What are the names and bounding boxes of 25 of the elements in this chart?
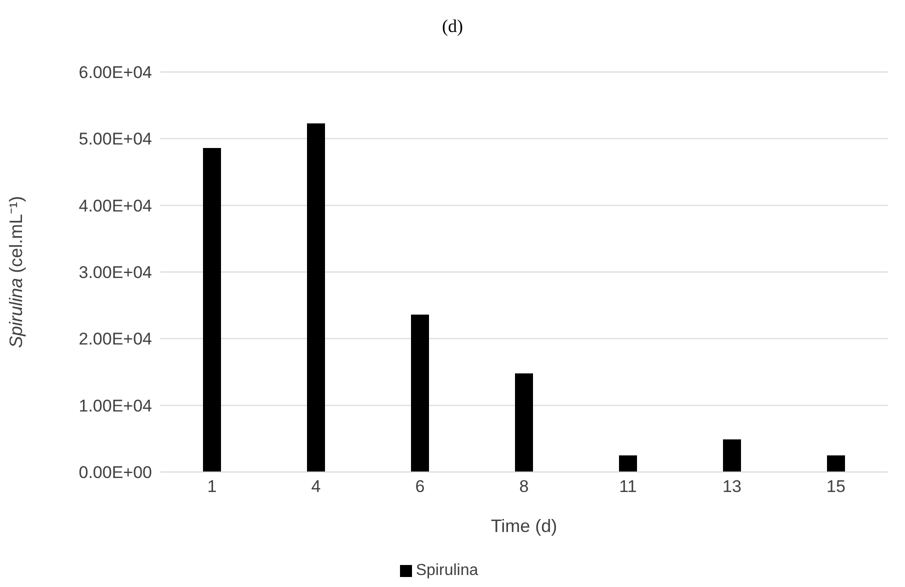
y-tick-label: 5.00E+04 [78, 130, 152, 149]
x-tick-label: 1 [207, 477, 217, 496]
x-tick-label: 4 [311, 477, 321, 496]
legend-label: Spirulina [416, 562, 478, 579]
x-tick-label: 6 [415, 477, 425, 496]
y-tick-label: 1.00E+04 [78, 396, 152, 416]
bar [723, 439, 741, 472]
y-tick-label: 3.00E+04 [78, 263, 152, 282]
y-tick-label: 4.00E+04 [78, 196, 152, 216]
x-tick-label: 11 [619, 477, 637, 496]
bar [827, 455, 845, 472]
x-tick-label: 15 [826, 477, 846, 496]
bar [411, 314, 429, 472]
bar [515, 373, 533, 472]
x-tick-label: 13 [722, 477, 742, 496]
chart-title: (d) [441, 16, 464, 37]
y-tick-label: 2.00E+04 [78, 330, 152, 349]
y-tick-label: 6.00E+04 [78, 63, 152, 82]
x-tick-label: 8 [519, 477, 529, 496]
bar [203, 148, 221, 472]
bar [619, 455, 637, 472]
bar [307, 123, 325, 472]
y-tick-label: 0.00E+00 [78, 463, 152, 482]
x-axis-title: Time (d) [490, 516, 558, 536]
y-axis-title: Spirulina (cel.mL⁻¹) [6, 196, 26, 348]
